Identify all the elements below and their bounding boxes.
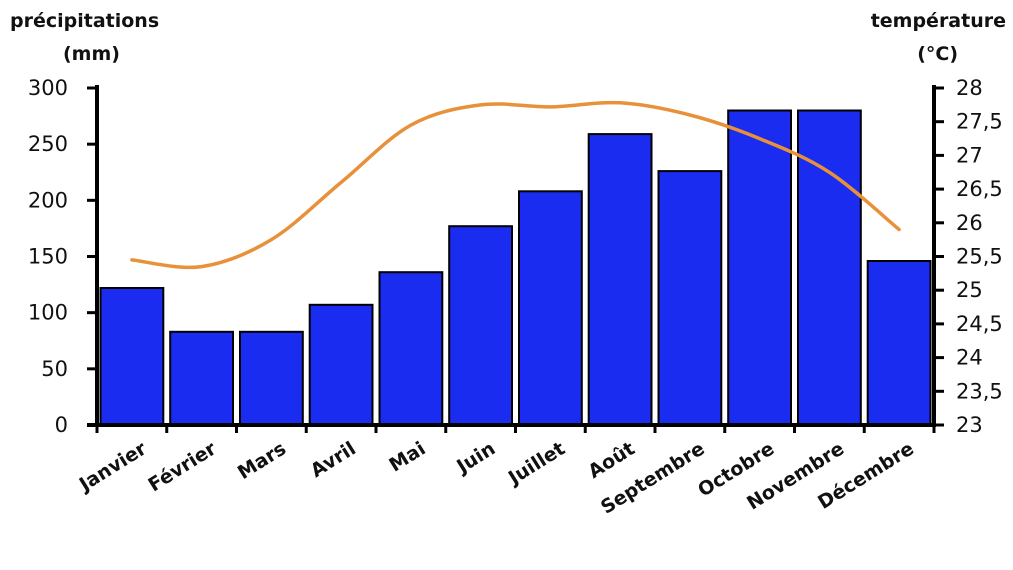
bar-mars — [239, 330, 304, 426]
right-tick-label: 27,5 — [956, 110, 1003, 134]
right-tick-label: 25,5 — [956, 245, 1003, 269]
bar-août — [587, 133, 653, 426]
right-tick-label: 25 — [956, 278, 983, 302]
left-axis-title-line1: précipitations — [10, 10, 159, 32]
left-axis-title-line2: (mm) — [63, 43, 120, 65]
left-tick-label: 50 — [41, 357, 68, 381]
bar-juin — [448, 225, 514, 426]
right-tick-label: 28 — [956, 76, 983, 100]
bar-novembre — [797, 109, 862, 426]
right-axis-title-line1: température — [871, 10, 1006, 32]
left-tick-label: 200 — [28, 188, 68, 212]
right-tick-label: 23 — [956, 413, 983, 437]
left-tick-label: 100 — [28, 301, 68, 325]
right-tick-label: 26,5 — [956, 177, 1003, 201]
right-tick-label: 23,5 — [956, 379, 1003, 403]
right-tick-label: 26 — [956, 211, 983, 235]
bar-février — [169, 330, 234, 426]
temperature-line-group — [130, 100, 901, 270]
right-tick-label: 24,5 — [956, 312, 1003, 336]
bar-octobre — [727, 109, 793, 426]
right-axis-ticks: 23 23,5 24 24,5 25 25,5 26 26,5 27 27,5 28 — [934, 76, 1003, 437]
left-tick-label: 250 — [28, 132, 68, 156]
left-tick-label: 150 — [28, 245, 68, 269]
left-axis-ticks: 0 50 100 150 200 250 300 — [28, 76, 97, 437]
precipitation-bars — [99, 109, 932, 427]
month-label: Juin — [451, 438, 499, 479]
month-label: Août — [584, 438, 638, 483]
bar-avril — [308, 303, 374, 426]
bar-juillet — [518, 190, 583, 426]
temperature-line — [130, 100, 901, 270]
bar-janvier — [99, 287, 165, 426]
right-tick-label: 27 — [956, 143, 983, 167]
bar-septembre — [657, 170, 723, 426]
month-label: Avril — [307, 438, 360, 483]
bar-mai — [378, 271, 444, 427]
month-label: Mars — [234, 438, 290, 484]
month-label: Mai — [385, 438, 429, 477]
bar-décembre — [866, 260, 932, 426]
right-tick-label: 24 — [956, 346, 983, 370]
month-label: Janvier — [74, 437, 151, 497]
month-label: Février — [144, 437, 220, 496]
month-label: Juillet — [503, 438, 569, 491]
right-axis-title-line2: (°C) — [917, 43, 958, 65]
left-tick-label: 0 — [55, 413, 68, 437]
left-tick-label: 300 — [28, 76, 68, 100]
